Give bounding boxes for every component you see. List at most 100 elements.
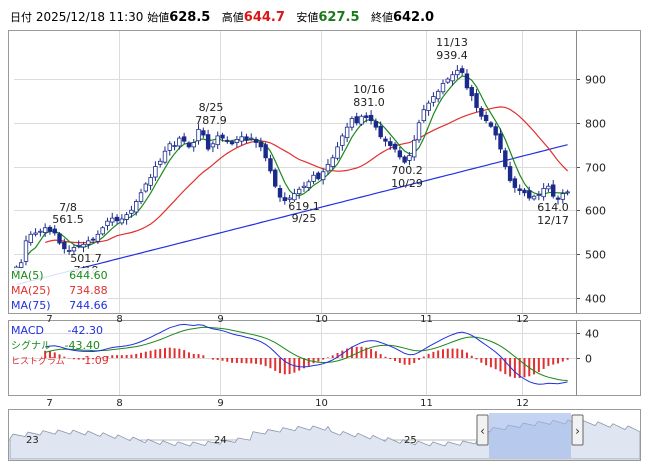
candle-body [565,191,570,194]
handle-body [571,414,584,446]
candle-body [114,216,120,222]
ma5-name: MA(5) [11,269,44,282]
macd-series: 40 0 [14,321,599,395]
candle-body [392,143,398,150]
ma-legend: MA(5) 644.60 MA(25) 734.88 MA(75) 744.66 [11,268,108,313]
candle-body [239,136,244,142]
low-label: 安値 [296,11,319,24]
main-grid [14,31,576,395]
candle-body [426,102,431,111]
candle-body [148,177,153,186]
candle-body [368,114,374,122]
candle-body [402,156,407,163]
ma5-line [25,75,568,258]
candle-body [76,244,81,247]
navigator-right-handle[interactable]: › [571,414,584,446]
candle-body [340,135,345,146]
month-tick-label: 7 [46,314,52,325]
macd-line [45,323,568,385]
navigator-left-handle[interactable]: ‹ [476,414,489,446]
ma75-line [16,144,568,286]
candle-body [234,139,240,143]
candle-body [181,136,187,142]
candle-body [191,142,196,148]
ma75-name: MA(75) [11,299,51,312]
candle-body [258,141,264,148]
close-label: 終値 [370,11,393,24]
candle-body [205,134,211,150]
candle-body [33,232,38,235]
price-annotations: 7/8561.5501.77/188/25787.9619.19/2510/16… [52,36,569,277]
candle-body [316,172,321,180]
month-tick-label: 11 [420,314,433,325]
candle-body [225,139,230,142]
month-tick-label: 8 [116,398,122,409]
candle-body [153,166,158,178]
handle-body [476,414,489,446]
y-tick-label: 500 [585,249,606,262]
candle-body [162,150,168,163]
candle-body [445,78,450,83]
price-axis: 400 500 600 700 800 900 [576,31,606,313]
candle-body [110,217,115,223]
candle-body [344,126,350,139]
candle-body [359,115,364,125]
hist-value: 1.09 [84,354,109,367]
candle-body [416,122,422,141]
candle-body [296,188,302,195]
month-tick-label: 9 [217,398,223,409]
candle-body [306,181,311,188]
candle-body [474,93,479,108]
candle-body [268,158,273,172]
candle-body [354,116,359,124]
candle-body [536,194,542,196]
annotation-value: 9/25 [292,212,317,225]
candle-body [201,130,206,136]
candle-body [364,115,369,118]
navigator-year-label: 24 [214,435,227,446]
candle-body [527,190,532,199]
navigator-frame[interactable] [8,409,641,461]
candlesticks [14,65,570,273]
candle-body [301,185,307,188]
annotation-label: 8/25 [199,101,224,114]
candle-body [143,183,149,192]
candle-body [249,137,254,140]
annotation-label: 614.0 [537,201,569,214]
navigator-year-label: 25 [404,435,417,446]
signal-line [45,326,568,381]
candle-body [531,195,537,200]
candle-body [440,83,446,93]
candle-body [397,150,403,158]
candle-body [493,126,498,136]
candle-body [38,230,43,233]
navigator: 23 24 25 ‹ › [9,413,641,460]
ma75-value: 744.66 [69,299,108,312]
signal-name: シグナル [11,341,51,352]
handle-arrow-icon: ‹ [480,424,485,438]
annotation-value: 12/17 [537,214,569,227]
y-tick-label: 400 [585,293,606,306]
annotation-label: 501.7 [70,252,102,265]
macd-tick-label: 0 [585,353,592,366]
candle-body [129,209,134,214]
open-label: 始値 [147,11,170,24]
candle-body [551,184,556,197]
navigator-selection [489,413,571,458]
handle-arrow-icon: › [575,424,580,438]
annotation-value: 831.0 [353,96,385,109]
candle-body [498,133,503,150]
annotation-value: 10/29 [391,177,423,190]
high-value: 644.7 [243,10,285,25]
candle-body [244,136,249,141]
candle-body [335,146,340,159]
candle-body [503,150,508,167]
candle-body [349,118,355,128]
candle-body [47,226,53,232]
macd-value: -42.30 [67,324,103,337]
high-label: 高値 [221,11,244,24]
macd-chart-frame [8,320,641,396]
candle-body [464,73,470,89]
